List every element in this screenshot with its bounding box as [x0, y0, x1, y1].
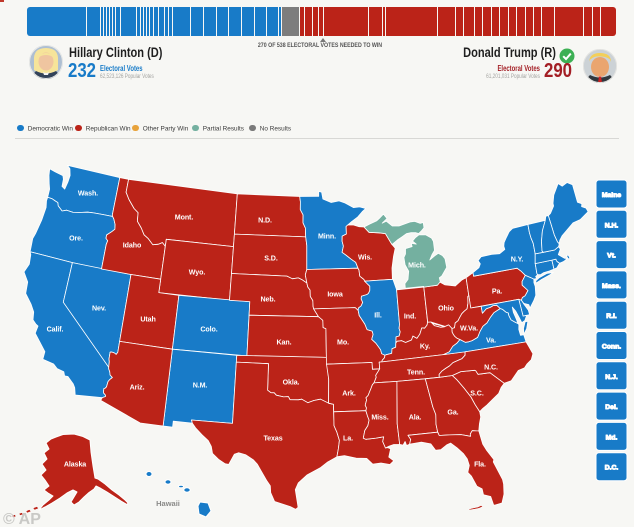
svg-text:Wis.: Wis.	[358, 254, 372, 262]
svg-text:La.: La.	[343, 435, 353, 443]
svg-text:W.Va.: W.Va.	[460, 325, 478, 333]
svg-text:Pa.: Pa.	[492, 288, 502, 296]
svg-text:Vt.: Vt.	[607, 253, 616, 260]
svg-text:N.J.: N.J.	[605, 374, 618, 381]
svg-text:Hawaii: Hawaii	[156, 499, 180, 508]
svg-text:Ind.: Ind.	[404, 313, 416, 321]
svg-text:© AP: © AP	[3, 511, 41, 527]
svg-text:Wyo.: Wyo.	[189, 269, 206, 277]
svg-text:N.C.: N.C.	[484, 364, 498, 372]
svg-text:D.C.: D.C.	[605, 465, 619, 472]
svg-text:Conn.: Conn.	[602, 344, 621, 351]
svg-text:R.I.: R.I.	[606, 313, 617, 320]
svg-text:Wash.: Wash.	[78, 190, 98, 198]
svg-text:Texas: Texas	[263, 435, 282, 443]
svg-text:Iowa: Iowa	[327, 291, 343, 299]
svg-text:N.D.: N.D.	[258, 217, 272, 225]
svg-text:Del.: Del.	[605, 404, 618, 411]
svg-text:Ark.: Ark.	[342, 390, 356, 398]
svg-text:Ill.: Ill.	[374, 312, 382, 320]
svg-text:Ariz.: Ariz.	[130, 384, 145, 392]
svg-text:N.H.: N.H.	[605, 222, 619, 229]
svg-text:Mont.: Mont.	[175, 214, 194, 222]
svg-text:S.C.: S.C.	[470, 390, 484, 398]
svg-text:Tenn.: Tenn.	[407, 369, 425, 377]
svg-text:Kan.: Kan.	[277, 339, 292, 347]
svg-text:Mass.: Mass.	[602, 283, 621, 290]
svg-text:Neb.: Neb.	[261, 296, 276, 304]
svg-text:Calif.: Calif.	[47, 326, 64, 334]
svg-text:Colo.: Colo.	[200, 326, 217, 334]
svg-text:Mich.: Mich.	[408, 262, 426, 270]
svg-text:Miss.: Miss.	[371, 414, 388, 422]
svg-text:Fla.: Fla.	[474, 461, 486, 469]
svg-text:Md.: Md.	[606, 434, 618, 441]
svg-text:Maine: Maine	[602, 192, 621, 199]
svg-text:Alaska: Alaska	[64, 461, 86, 469]
svg-text:Ky.: Ky.	[420, 343, 430, 351]
svg-text:Minn.: Minn.	[318, 233, 336, 241]
svg-text:Ore.: Ore.	[69, 235, 83, 243]
svg-text:Ala.: Ala.	[409, 414, 422, 422]
svg-text:Nev.: Nev.	[92, 305, 106, 313]
svg-text:S.D.: S.D.	[264, 255, 278, 263]
svg-text:Va.: Va.	[486, 337, 496, 345]
svg-text:Ga.: Ga.	[447, 409, 458, 417]
svg-text:Okla.: Okla.	[283, 379, 300, 387]
svg-text:Mo.: Mo.	[337, 339, 349, 347]
svg-text:Idaho: Idaho	[123, 242, 142, 250]
svg-text:N.Y.: N.Y.	[511, 256, 524, 264]
svg-text:Utah: Utah	[140, 316, 155, 324]
svg-text:Ohio: Ohio	[438, 305, 455, 313]
svg-text:N.M.: N.M.	[193, 382, 208, 390]
